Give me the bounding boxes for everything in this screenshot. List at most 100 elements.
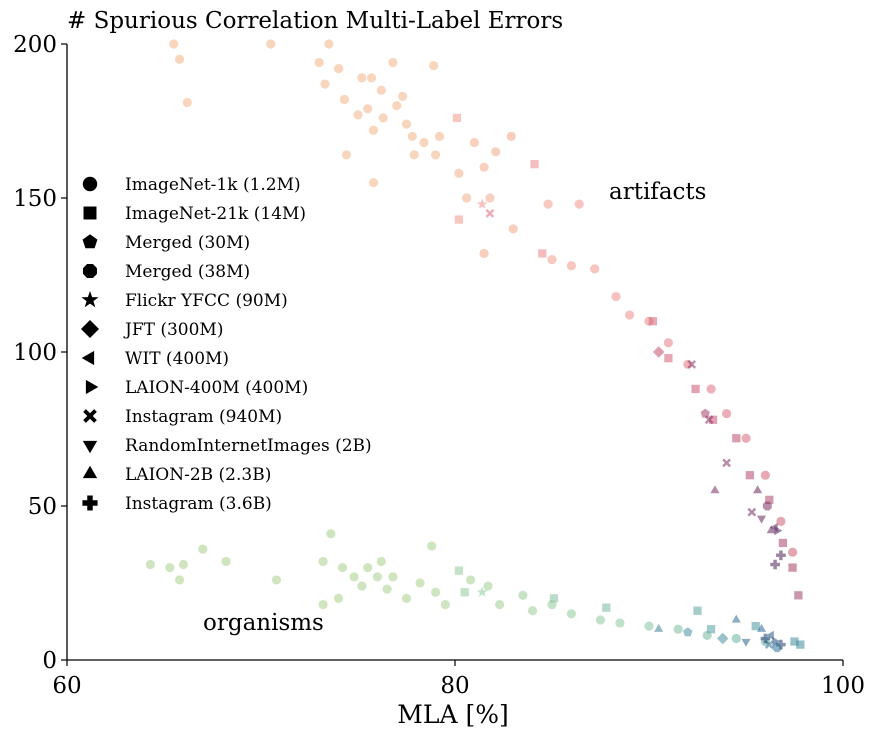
data-point	[691, 384, 700, 394]
data-point	[708, 415, 718, 424]
data-point	[778, 538, 787, 548]
y-tick-label: 200	[13, 32, 57, 58]
data-point	[398, 91, 408, 101]
data-point	[753, 485, 763, 494]
data-point	[765, 630, 774, 640]
points-layer	[145, 39, 805, 653]
triangle-right-icon	[85, 379, 99, 395]
data-point	[318, 556, 328, 567]
data-point	[178, 559, 188, 570]
data-point	[495, 599, 505, 610]
legend-label: LAION-2B (2.3B)	[125, 465, 271, 485]
data-point	[766, 525, 776, 534]
data-point	[683, 627, 693, 637]
data-point	[663, 338, 674, 348]
legend-item: Merged (38M)	[83, 262, 250, 282]
data-point	[741, 433, 751, 443]
triangle-left-icon	[81, 350, 95, 366]
data-point	[376, 556, 386, 567]
data-point	[368, 178, 379, 188]
data-point	[326, 529, 336, 539]
data-point	[756, 623, 767, 632]
series-organisms	[145, 529, 805, 653]
legend-item: JFT (300M)	[81, 320, 223, 340]
data-point	[469, 137, 479, 148]
data-point	[716, 632, 729, 645]
legend-label: Instagram (940M)	[125, 407, 282, 427]
data-point	[198, 544, 208, 554]
data-point	[349, 572, 359, 582]
data-point	[382, 584, 392, 594]
data-point	[339, 94, 350, 105]
legend-label: Merged (38M)	[125, 262, 250, 282]
data-point	[566, 261, 577, 271]
data-point	[706, 625, 716, 634]
data-point	[747, 507, 757, 517]
data-point	[334, 64, 344, 74]
data-point	[506, 131, 516, 141]
data-point	[169, 39, 179, 49]
data-point	[324, 39, 334, 49]
legend: ImageNet-1k (1.2M) ImageNet-21k (14M) Merg…	[81, 175, 372, 514]
y-tick-label: 150	[13, 186, 57, 212]
x-tick-label: 80	[440, 673, 469, 699]
data-point	[762, 501, 772, 511]
data-point	[543, 199, 553, 209]
data-point	[491, 147, 501, 157]
legend-label: ImageNet-21k (14M)	[125, 204, 306, 224]
data-point	[648, 317, 658, 326]
data-point	[774, 526, 783, 536]
data-point	[700, 408, 710, 418]
data-point	[547, 255, 557, 265]
data-point	[508, 224, 518, 234]
octagon-icon	[83, 264, 97, 278]
data-point	[221, 556, 231, 567]
data-point	[341, 150, 351, 160]
legend-label: WIT (400M)	[125, 349, 229, 369]
data-point	[401, 593, 412, 604]
data-point	[765, 495, 774, 504]
legend-label: Merged (30M)	[125, 233, 250, 253]
data-point	[625, 310, 635, 320]
x-icon	[83, 409, 97, 423]
x-axis-label: MLA [%]	[397, 700, 508, 729]
y-tick-label: 50	[28, 494, 57, 520]
data-point	[485, 193, 495, 203]
data-point	[595, 615, 606, 625]
legend-item: ImageNet-21k (14M)	[83, 204, 306, 224]
x-tick-label: 60	[52, 673, 81, 699]
pentagon-icon	[82, 234, 98, 249]
data-point	[454, 215, 464, 224]
data-point	[145, 559, 156, 570]
data-point	[318, 599, 328, 610]
data-point	[538, 249, 547, 258]
data-point	[483, 581, 493, 591]
data-point	[732, 434, 741, 443]
x-tick-label: 100	[821, 673, 865, 699]
data-point	[772, 643, 782, 653]
data-point	[485, 209, 495, 218]
data-point	[434, 131, 445, 141]
data-point	[722, 409, 732, 419]
y-tick-label: 0	[42, 648, 57, 674]
data-point	[673, 624, 683, 634]
data-point	[165, 563, 175, 573]
data-point	[776, 639, 786, 650]
data-point	[710, 485, 720, 494]
data-point	[465, 575, 476, 585]
data-point	[271, 575, 282, 585]
data-point	[776, 516, 786, 527]
points-group	[145, 39, 805, 653]
data-point	[174, 575, 185, 585]
y-tick-label: 100	[13, 340, 57, 366]
legend-item: WIT (400M)	[81, 349, 229, 369]
data-point	[687, 359, 697, 369]
data-point	[731, 614, 741, 623]
data-point	[407, 131, 417, 141]
data-point	[368, 125, 379, 135]
data-point	[693, 606, 702, 615]
data-point	[388, 57, 398, 68]
triangle-up-icon	[82, 465, 98, 479]
chart-title: # Spurious Correlation Multi-Label Error…	[67, 8, 563, 34]
data-point	[722, 458, 731, 468]
